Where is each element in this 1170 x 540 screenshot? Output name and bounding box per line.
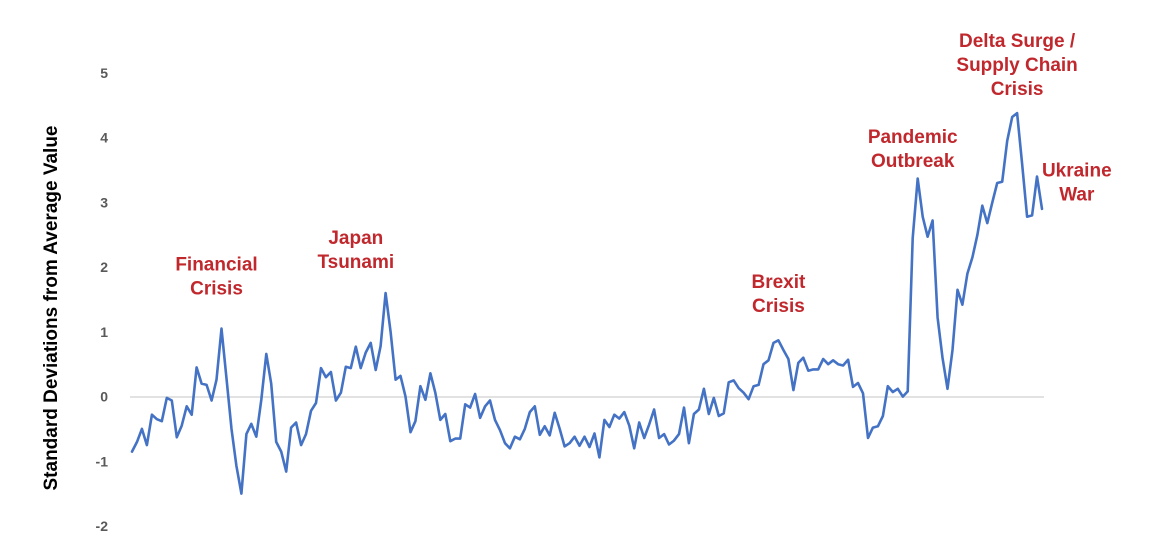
annotation-line: War <box>1059 185 1095 206</box>
annotation-line: Crisis <box>991 79 1044 100</box>
annotation-line: Japan <box>328 228 383 249</box>
annotation-line: Tsunami <box>317 252 394 273</box>
y-axis-label: Standard Deviations from Average Value <box>41 126 62 491</box>
annotation-label: Brexit Crisis <box>751 272 806 317</box>
annotation-label: Pandemic Outbreak <box>868 127 958 172</box>
annotation-line: Delta Surge / <box>959 31 1076 52</box>
annotation-line: Outbreak <box>871 151 955 172</box>
annotation-label: Financial Crisis <box>175 254 257 299</box>
annotation-line: Financial <box>175 254 257 275</box>
annotation-label: Delta Surge / Supply Chain Crisis <box>956 31 1077 100</box>
annotations: Financial Crisis Japan Tsunami Brexit Crisis P… <box>175 31 1111 317</box>
y-tick-label: -2 <box>96 518 109 534</box>
annotation-line: Crisis <box>752 296 805 317</box>
y-tick-label: 0 <box>100 389 108 405</box>
annotation-label: Ukraine War <box>1042 161 1112 206</box>
y-tick-label: 4 <box>100 130 108 146</box>
y-tick-label: 5 <box>100 65 108 81</box>
series-line <box>130 111 1044 495</box>
annotation-line: Crisis <box>190 278 243 299</box>
annotation-line: Supply Chain <box>956 55 1077 76</box>
y-tick-label: -1 <box>96 453 109 469</box>
annotation-line: Brexit <box>751 272 806 293</box>
y-axis-ticks: -2 -1 0 1 2 3 4 5 <box>96 65 109 534</box>
annotation-line: Pandemic <box>868 127 958 148</box>
annotation-label: Japan Tsunami <box>317 228 394 273</box>
y-tick-label: 3 <box>100 194 108 210</box>
y-tick-label: 1 <box>100 324 108 340</box>
y-tick-label: 2 <box>100 259 108 275</box>
annotation-line: Ukraine <box>1042 161 1112 182</box>
